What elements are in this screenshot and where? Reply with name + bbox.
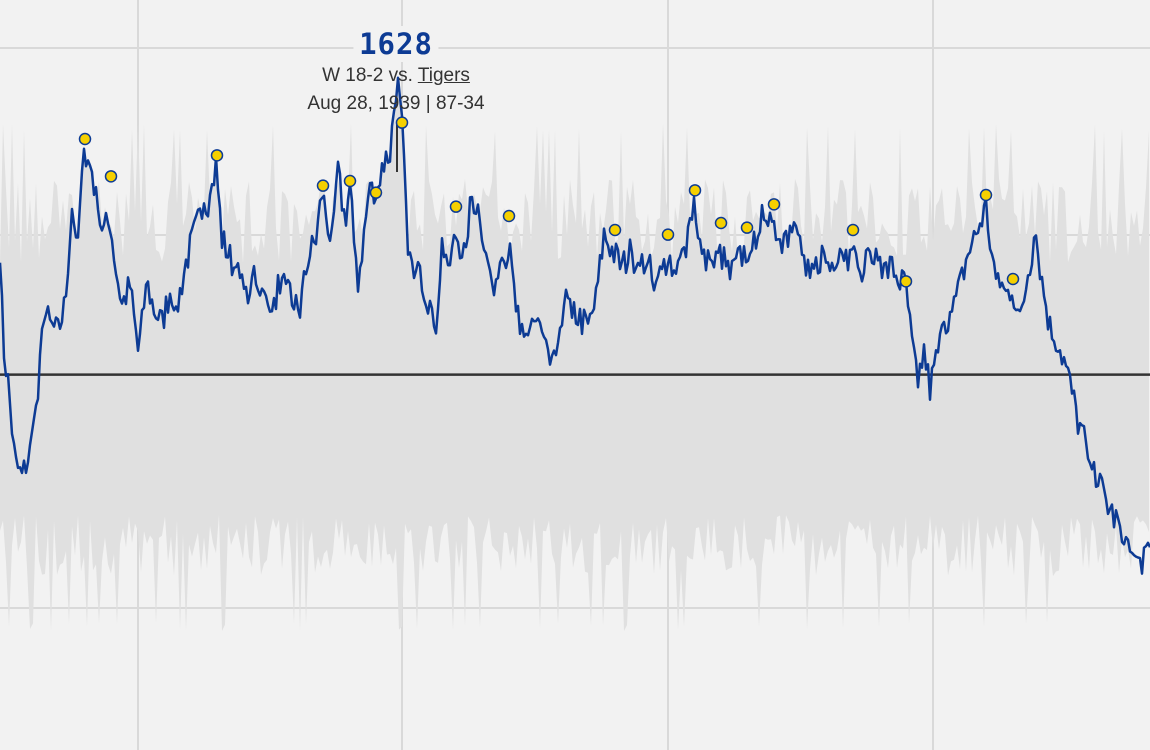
milestone-marker[interactable] bbox=[395, 116, 409, 129]
tooltip-result-text: W 18-2 vs. bbox=[322, 65, 413, 86]
milestone-marker[interactable] bbox=[502, 209, 516, 223]
milestone-marker[interactable] bbox=[210, 149, 224, 162]
tooltip-result: W 18-2 vs. Tigers bbox=[307, 62, 484, 90]
milestone-marker[interactable] bbox=[1006, 272, 1020, 286]
tooltip: 1628 W 18-2 vs. Tigers Aug 28, 1939 | 87… bbox=[307, 26, 485, 118]
milestone-marker[interactable] bbox=[661, 228, 675, 241]
milestone-marker[interactable] bbox=[740, 221, 754, 234]
milestone-marker[interactable] bbox=[767, 198, 781, 211]
marker-group bbox=[78, 116, 1020, 288]
rating-series-line[interactable] bbox=[0, 76, 1150, 575]
tooltip-opponent-link[interactable]: Tigers bbox=[417, 65, 470, 86]
milestone-marker[interactable] bbox=[78, 132, 92, 146]
milestone-marker[interactable] bbox=[104, 170, 118, 183]
milestone-marker[interactable] bbox=[343, 174, 357, 188]
milestone-marker[interactable] bbox=[688, 184, 702, 197]
milestone-marker[interactable] bbox=[714, 216, 728, 230]
milestone-marker[interactable] bbox=[846, 223, 860, 237]
milestone-marker[interactable] bbox=[316, 179, 330, 192]
milestone-marker[interactable] bbox=[608, 223, 622, 237]
tooltip-rating: 1628 bbox=[353, 26, 439, 62]
milestone-marker[interactable] bbox=[979, 188, 993, 202]
milestone-marker[interactable] bbox=[899, 275, 913, 288]
league-range-band bbox=[0, 87, 1149, 632]
milestone-marker[interactable] bbox=[449, 200, 463, 213]
tooltip-date-record: Aug 28, 1939 | 87-34 bbox=[307, 93, 485, 114]
milestone-marker[interactable] bbox=[369, 186, 383, 199]
